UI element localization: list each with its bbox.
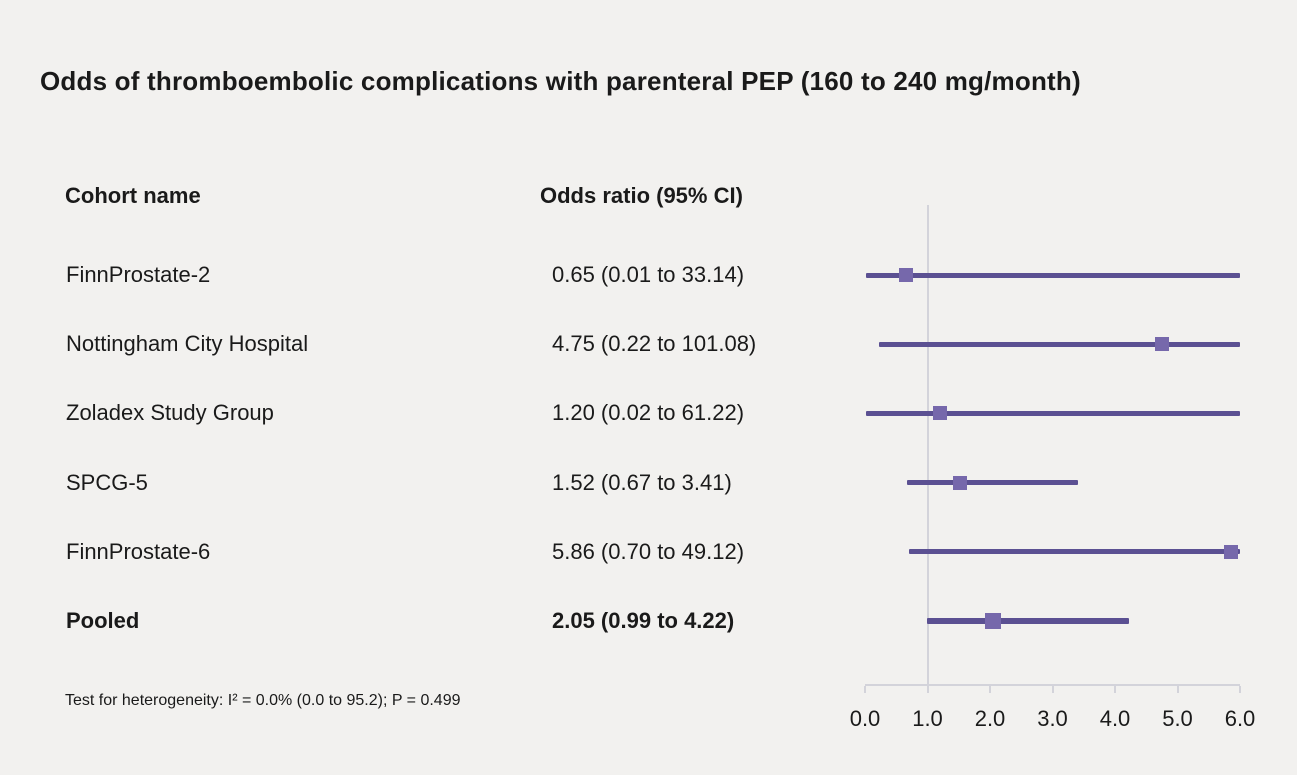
confidence-interval-line — [908, 549, 1240, 555]
cohort-label: SPCG-5 — [66, 469, 148, 495]
odds-ratio-label: 4.75 (0.22 to 101.08) — [552, 331, 757, 357]
point-estimate-marker — [953, 475, 967, 490]
x-axis-tick — [989, 686, 991, 693]
odds-ratio-label: 5.86 (0.70 to 49.12) — [552, 538, 745, 564]
confidence-interval-line — [878, 341, 1240, 347]
odds-ratio-label: 0.65 (0.01 to 33.14) — [552, 262, 745, 287]
point-estimate-marker — [985, 613, 1002, 629]
point-estimate-marker — [933, 406, 947, 421]
confidence-interval-line — [926, 618, 1129, 624]
x-axis-tick-label: 1.0 — [912, 706, 943, 731]
x-axis-tick — [1176, 686, 1179, 693]
x-axis-tick — [926, 686, 929, 693]
x-axis-tick-label: 2.0 — [974, 706, 1006, 731]
heterogeneity-footnote: Test for heterogeneity: I² = 0.0% (0.0 t… — [65, 692, 461, 709]
reference-line — [926, 205, 929, 685]
x-axis-tick — [864, 686, 866, 693]
point-estimate-marker — [1154, 337, 1169, 352]
x-axis-tick — [1239, 686, 1241, 693]
confidence-interval-line — [906, 480, 1079, 486]
point-estimate-marker — [898, 268, 913, 282]
point-estimate-marker — [1224, 544, 1239, 559]
odds-ratio-label: 1.52 (0.67 to 3.41) — [552, 469, 732, 495]
odds-ratio-label: 2.05 (0.99 to 4.22) — [552, 608, 735, 633]
x-axis-tick-label: 4.0 — [1099, 706, 1131, 731]
x-axis-tick — [1114, 686, 1116, 693]
cohort-label: Zoladex Study Group — [66, 400, 274, 426]
cohort-label: FinnProstate-6 — [66, 538, 211, 564]
column-header-cohort-name: Cohort name — [65, 183, 201, 208]
cohort-label: FinnProstate-2 — [66, 262, 211, 287]
cohort-label: Nottingham City Hospital — [66, 331, 309, 357]
confidence-interval-line — [865, 272, 1240, 278]
x-axis-tick — [1051, 686, 1054, 693]
chart-title: Odds of thromboembolic complications wit… — [40, 66, 1081, 96]
x-axis-tick-label: 6.0 — [1224, 706, 1256, 731]
x-axis-tick-label: 3.0 — [1037, 706, 1068, 731]
column-header-odds-ratio: Odds ratio (95% CI) — [540, 183, 743, 208]
plot-area — [864, 205, 1241, 693]
cohort-label: Pooled — [66, 608, 140, 633]
x-axis-tick-label: 5.0 — [1162, 706, 1193, 731]
confidence-interval-line — [866, 410, 1240, 416]
x-axis-line — [865, 684, 1240, 686]
x-axis-tick-label: 0.0 — [849, 706, 881, 731]
odds-ratio-label: 1.20 (0.02 to 61.22) — [552, 400, 745, 426]
